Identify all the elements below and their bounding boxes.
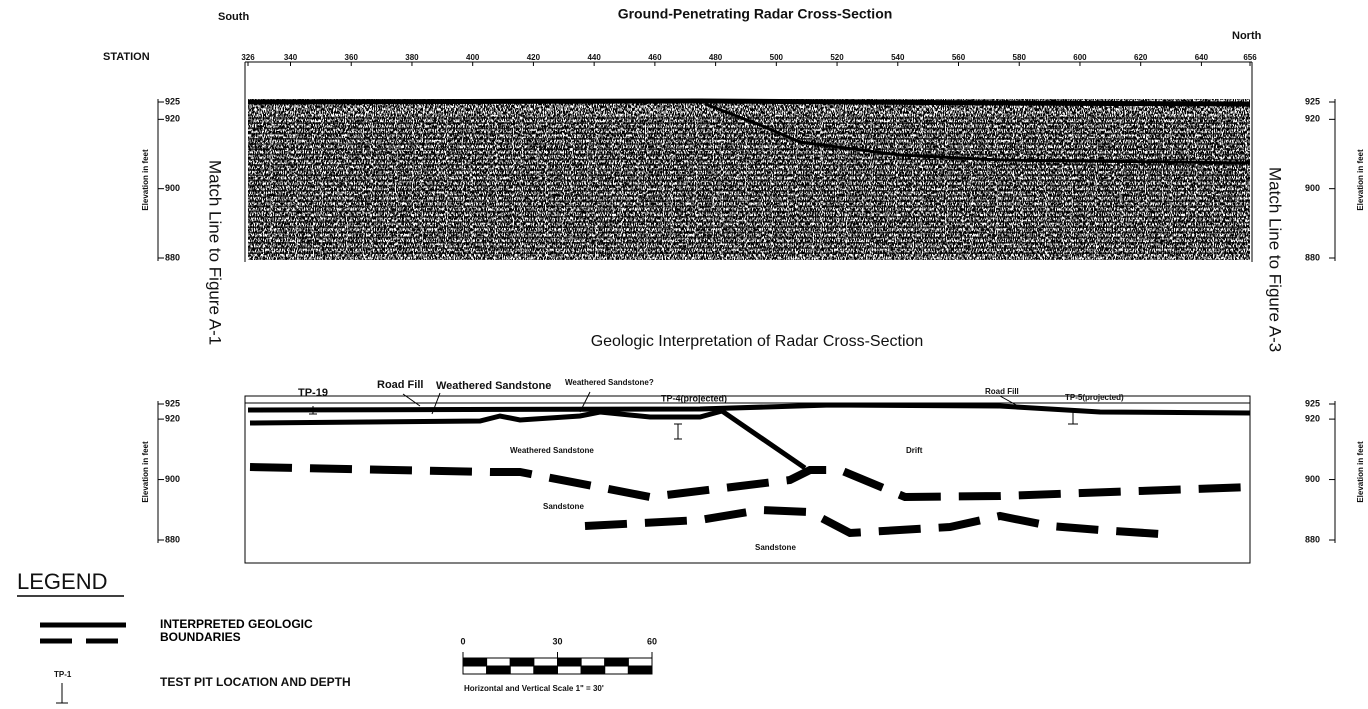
station-label: 540 [891, 53, 905, 62]
station-label: 340 [284, 53, 298, 62]
elevation-label: 925 [1305, 398, 1320, 408]
elevation-axis-label: Elevation in feet [141, 441, 150, 503]
south-label: South [218, 11, 249, 23]
elevation-label: 880 [165, 534, 180, 544]
scale-cell [463, 666, 487, 674]
scale-cell [487, 658, 511, 666]
legend-text: INTERPRETED GEOLOGIC BOUNDARIES [160, 618, 370, 644]
elevation-label: 900 [1305, 474, 1320, 484]
scale-cell [558, 658, 582, 666]
radar-surface [248, 101, 1250, 104]
scale-cell [581, 666, 605, 674]
elevation-label: 900 [165, 183, 180, 193]
elevation-label: 920 [1305, 114, 1320, 124]
elevation-label: 880 [1305, 534, 1320, 544]
elevation-label: 925 [165, 96, 180, 106]
boundary-dashed [250, 467, 1250, 497]
legend-boundaries: INTERPRETED GEOLOGIC BOUNDARIES [160, 618, 380, 648]
boundary-solid [722, 411, 805, 468]
elevation-axis-label: Elevation in feet [141, 149, 150, 211]
scale-label: 60 [647, 636, 657, 646]
station-label: 460 [648, 53, 662, 62]
station-label: 500 [770, 53, 784, 62]
label: Road Fill [985, 387, 1019, 396]
elevation-label: 920 [165, 114, 180, 124]
scale-bar: 0 30 60 [460, 636, 657, 674]
legend-tp-symbol: TP-1 [54, 670, 72, 679]
label: Weathered Sandstone [510, 446, 594, 455]
station-label: STATION [103, 51, 150, 63]
station-label: 580 [1013, 53, 1027, 62]
north-label: North [1232, 30, 1262, 42]
scale-caption: Horizontal and Vertical Scale 1" = 30' [464, 684, 604, 693]
elevation-label: 925 [1305, 96, 1320, 106]
label: Weathered Sandstone [436, 380, 551, 392]
station-label: 420 [527, 53, 541, 62]
boundary-dashed [585, 510, 1175, 535]
figure: South Ground-Penetrating Radar Cross-Sec… [0, 0, 1368, 709]
elevation-label: 900 [165, 474, 180, 484]
radar-image [248, 99, 1250, 260]
label: TP-19 [298, 387, 328, 399]
boundary-solid [250, 411, 722, 423]
station-label: 520 [830, 53, 844, 62]
elevation-label: 880 [165, 252, 180, 262]
radar-title: Ground-Penetrating Radar Cross-Section [618, 6, 893, 22]
scale-cell [463, 658, 487, 666]
interpretation-title: Geologic Interpretation of Radar Cross-S… [591, 333, 924, 350]
match-line-right: Match Line to Figure A-3 [1266, 167, 1285, 352]
elevation-axis-label: Elevation in feet [1356, 441, 1365, 503]
station-label: 400 [466, 53, 480, 62]
scale-cell [628, 658, 652, 666]
label: TP-5(projected) [1065, 393, 1124, 402]
elevation-label: 920 [1305, 413, 1320, 423]
station-label: 380 [405, 53, 419, 62]
boundary-solid [248, 405, 1250, 413]
elevation-label: 920 [165, 413, 180, 423]
station-label: 600 [1073, 53, 1087, 62]
elevation-label: 925 [165, 398, 180, 408]
legend-test-pit: TEST PIT LOCATION AND DEPTH [160, 675, 351, 689]
legend-title: LEGEND [17, 569, 107, 594]
match-line-left: Match Line to Figure A-1 [206, 160, 225, 345]
scale-label: 0 [460, 636, 465, 646]
scale-cell [605, 658, 629, 666]
label: Weathered Sandstone? [565, 378, 654, 387]
label: Sandstone [755, 543, 796, 552]
scale-cell [534, 658, 558, 666]
station-label: 440 [587, 53, 601, 62]
scale-cell [487, 666, 511, 674]
elevation-axis-label: Elevation in feet [1356, 149, 1365, 211]
label: TP-4(projected) [661, 393, 727, 403]
station-label: 326 [241, 53, 255, 62]
scale-label: 30 [552, 636, 562, 646]
scale-cell [534, 666, 558, 674]
label: Sandstone [543, 502, 584, 511]
scale-cell [581, 658, 605, 666]
scale-cell [628, 666, 652, 674]
station-label: 560 [952, 53, 966, 62]
station-label: 620 [1134, 53, 1148, 62]
label: Road Fill [377, 379, 423, 391]
elevation-label: 880 [1305, 252, 1320, 262]
label: Drift [906, 446, 923, 455]
scale-cell [605, 666, 629, 674]
scale-cell [510, 666, 534, 674]
elevation-label: 900 [1305, 183, 1320, 193]
station-label: 656 [1243, 53, 1257, 62]
station-label: 480 [709, 53, 723, 62]
station-label: 360 [345, 53, 359, 62]
legend-tp-icon [56, 683, 68, 703]
station-label: 640 [1195, 53, 1209, 62]
scale-cell [510, 658, 534, 666]
scale-cell [558, 666, 582, 674]
